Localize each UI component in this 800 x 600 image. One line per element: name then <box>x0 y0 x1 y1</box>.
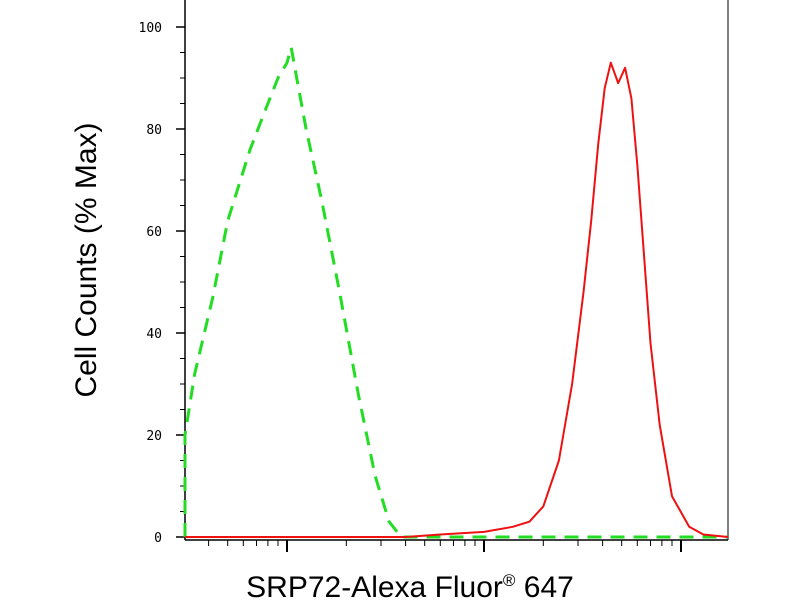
x-axis-title: SRP72-Alexa Fluor® 647 <box>246 571 574 600</box>
series-layer <box>183 45 729 539</box>
x-axis-title-suffix: 647 <box>515 571 573 600</box>
registered-mark: ® <box>503 571 516 590</box>
y-tick-label: 60 <box>146 225 162 240</box>
y-axis-title: Cell Counts (% Max) <box>70 122 103 397</box>
y-tick-label: 100 <box>139 21 162 36</box>
x-axis-title-main: SRP72-Alexa Fluor <box>246 571 503 600</box>
sample-histogram-line <box>185 61 729 538</box>
y-tick-label: 20 <box>146 429 162 444</box>
control-histogram-line <box>183 45 728 539</box>
y-axis-ticks: 0 20 40 60 80 100 <box>139 21 185 546</box>
x-axis-ticks <box>208 540 682 552</box>
y-tick-label: 80 <box>146 123 162 138</box>
y-tick-label: 0 <box>154 531 162 546</box>
y-tick-label: 40 <box>146 327 162 342</box>
